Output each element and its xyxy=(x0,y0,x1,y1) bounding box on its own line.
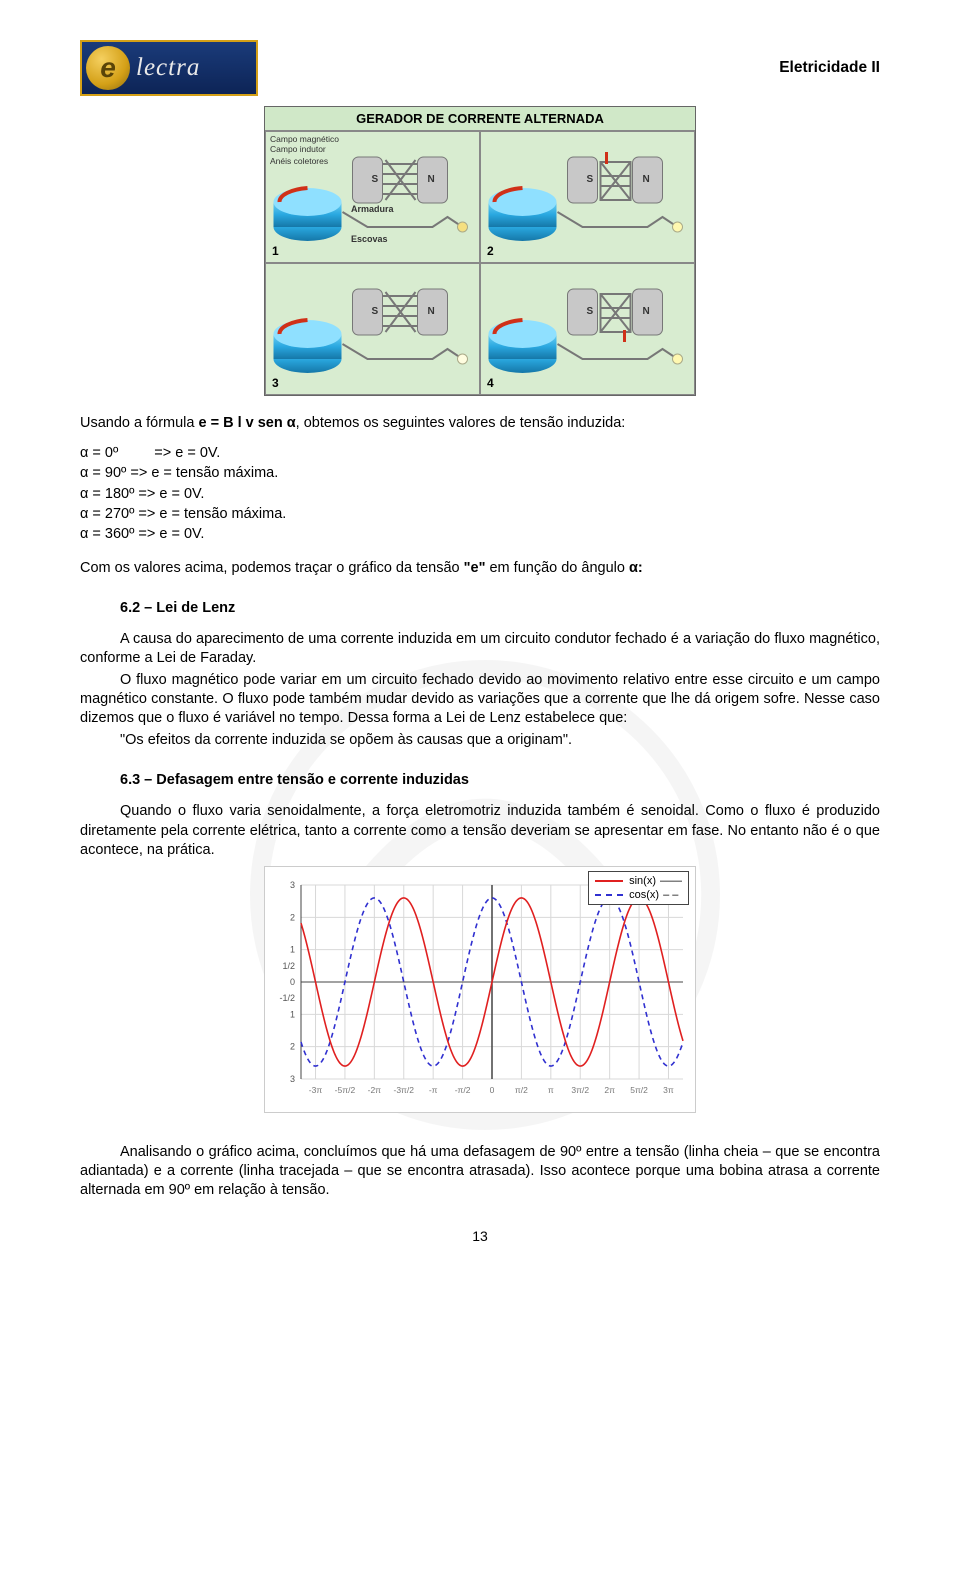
section-6-2-title: 6.2 – Lei de Lenz xyxy=(120,600,880,616)
lenz-p1: A causa do aparecimento de uma corrente … xyxy=(80,630,880,668)
svg-text:S: S xyxy=(372,174,379,185)
logo: e lectra xyxy=(80,40,258,96)
label-campo-magnetico: Campo magnético xyxy=(270,134,339,144)
svg-text:-π: -π xyxy=(429,1085,438,1095)
svg-text:0: 0 xyxy=(490,1085,495,1095)
lenz-quote: "Os efeitos da corrente induzida se opõe… xyxy=(80,731,880,750)
svg-text:5π/2: 5π/2 xyxy=(630,1085,648,1095)
svg-text:N: N xyxy=(428,174,435,185)
svg-text:1: 1 xyxy=(290,1009,295,1019)
svg-text:2: 2 xyxy=(290,912,295,922)
label-aneis: Anéis coletores xyxy=(270,156,328,166)
svg-text:N: N xyxy=(643,174,650,185)
generator-cell-num: 4 xyxy=(487,376,494,390)
svg-text:2π: 2π xyxy=(604,1085,615,1095)
legend-sin: sin(x) xyxy=(629,874,656,888)
angle-values-list: α = 0º=> e = 0V. α = 90º => e = tensão m… xyxy=(80,443,880,544)
generator-cell-num: 3 xyxy=(272,376,279,390)
label-escovas: Escovas xyxy=(351,234,388,244)
chart-legend: sin(x)—— cos(x)– – xyxy=(588,871,689,906)
svg-text:3π/2: 3π/2 xyxy=(571,1085,589,1095)
page-header: e lectra Eletricidade II xyxy=(80,40,880,96)
lenz-p2: O fluxo magnético pode variar em um circ… xyxy=(80,671,880,728)
generator-cell-num: 2 xyxy=(487,244,494,258)
svg-text:-5π/2: -5π/2 xyxy=(335,1085,356,1095)
generator-figure: GERADOR DE CORRENTE ALTERNADA Campo magn… xyxy=(264,106,696,396)
svg-text:0: 0 xyxy=(290,977,295,987)
generator-cell-3: S N 3 xyxy=(265,263,480,395)
generator-cell-4: S N 4 xyxy=(480,263,695,395)
defasagem-p1: Quando o fluxo varia senoidalmente, a fo… xyxy=(80,802,880,859)
defasagem-p2: Analisando o gráfico acima, concluímos q… xyxy=(80,1143,880,1200)
generator-cell-2: S N 2 xyxy=(480,131,695,263)
svg-text:-2π: -2π xyxy=(368,1085,382,1095)
svg-text:π/2: π/2 xyxy=(515,1085,528,1095)
svg-text:3: 3 xyxy=(290,1074,295,1084)
page-number: 13 xyxy=(80,1228,880,1244)
svg-text:-3π/2: -3π/2 xyxy=(394,1085,415,1095)
generator-cell-num: 1 xyxy=(272,244,279,258)
svg-text:π: π xyxy=(548,1085,554,1095)
svg-text:N: N xyxy=(643,306,650,317)
svg-text:S: S xyxy=(587,306,594,317)
sine-cosine-chart: sin(x)—— cos(x)– – 3 2 1 1/2 0 -1/2 1 2 3 -3π -5π/… xyxy=(264,866,696,1113)
logo-word: lectra xyxy=(136,54,200,82)
svg-text:3π: 3π xyxy=(663,1085,674,1095)
svg-text:-1/2: -1/2 xyxy=(279,993,295,1003)
svg-text:1: 1 xyxy=(290,945,295,955)
header-title: Eletricidade II xyxy=(779,59,880,77)
legend-cos: cos(x) xyxy=(629,888,659,902)
label-campo-indutor: Campo indutor xyxy=(270,144,326,154)
svg-text:1/2: 1/2 xyxy=(282,961,295,971)
svg-text:-π/2: -π/2 xyxy=(455,1085,471,1095)
svg-text:3: 3 xyxy=(290,880,295,890)
svg-text:N: N xyxy=(428,306,435,317)
svg-text:2: 2 xyxy=(290,1042,295,1052)
formula-intro: Usando a fórmula e = B l v sen α, obtemo… xyxy=(80,414,880,433)
svg-text:S: S xyxy=(372,306,379,317)
logo-coin-icon: e xyxy=(86,46,130,90)
generator-cell-1: Campo magnético Campo indutor Anéis cole… xyxy=(265,131,480,263)
svg-text:-3π: -3π xyxy=(309,1085,323,1095)
section-6-3-title: 6.3 – Defasagem entre tensão e corrente … xyxy=(120,772,880,788)
label-armadura: Armadura xyxy=(351,204,394,214)
graph-intro: Com os valores acima, podemos traçar o g… xyxy=(80,559,880,578)
svg-text:S: S xyxy=(587,174,594,185)
generator-title: GERADOR DE CORRENTE ALTERNADA xyxy=(265,107,695,131)
